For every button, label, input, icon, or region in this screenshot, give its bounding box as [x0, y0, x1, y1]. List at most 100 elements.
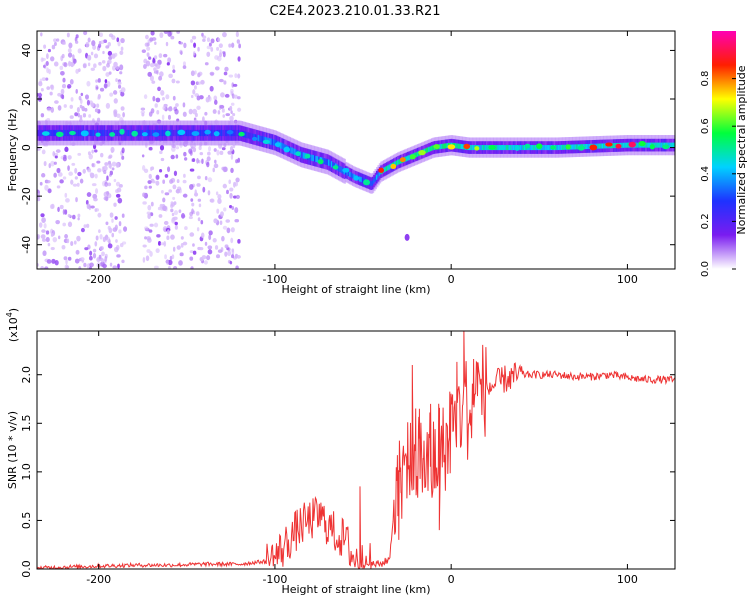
heatmap-hot-spot — [152, 132, 160, 137]
heatmap-noise-cell — [159, 71, 164, 77]
heatmap-hot-spot — [499, 145, 505, 150]
heatmap-noise-cell — [224, 66, 229, 72]
heatmap-ridge-core — [645, 142, 648, 148]
heatmap-ridge-core — [198, 129, 201, 137]
heatmap-noise-cell — [180, 243, 184, 248]
heatmap-noise-cell — [77, 152, 82, 156]
heatmap-noise-cell — [183, 42, 187, 49]
heatmap-ridge-core — [395, 160, 399, 166]
heatmap-noise-cell — [146, 42, 150, 47]
heatmap-noise-cell — [218, 43, 223, 49]
heatmap-noise-cell — [106, 63, 110, 68]
heatmap-noise-cell — [170, 203, 174, 209]
heatmap-ridge-core — [171, 129, 174, 137]
heatmap-noise-cell — [44, 266, 49, 269]
heatmap-noise-cell — [113, 178, 117, 183]
heatmap-noise-cell — [79, 178, 84, 184]
heatmap-noise-cell — [94, 241, 98, 247]
heatmap-ridge-core — [373, 178, 376, 184]
heatmap-noise-cell — [60, 94, 64, 99]
heatmap-x-axis-label: Height of straight line (km) — [281, 283, 430, 296]
heatmap-ridge-core — [313, 155, 317, 162]
heatmap-noise-cell — [148, 229, 153, 233]
heatmap-noise-cell — [176, 179, 180, 184]
heatmap-noise-cell — [233, 94, 238, 99]
heatmap-noise-cell — [117, 84, 122, 89]
heatmap-ridge-core — [648, 142, 651, 148]
heatmap-noise-cell — [225, 219, 230, 223]
heatmap-ridge-core — [137, 129, 141, 137]
heatmap-ridge-core — [315, 155, 318, 163]
heatmap-ridge-core — [408, 155, 411, 161]
heatmap-noise-cell — [114, 216, 118, 220]
heatmap-noise-cell — [111, 167, 115, 171]
heatmap-noise-cell — [168, 189, 173, 193]
heatmap-noise-cell — [190, 266, 194, 269]
heatmap-noise-cell — [109, 212, 114, 218]
heatmap-ridge-core — [249, 132, 252, 139]
heatmap-ridge-core — [51, 129, 55, 137]
heatmap-noise-cell — [212, 167, 215, 173]
heatmap-ridge-core — [495, 145, 499, 151]
heatmap-noise-cell — [72, 214, 76, 220]
heatmap-noise-cell — [91, 40, 96, 47]
heatmap-noise-cell — [217, 37, 221, 42]
heatmap-noise-cell — [182, 241, 188, 246]
heatmap-noise-cell — [83, 31, 88, 36]
heatmap-noise-cell — [191, 158, 196, 163]
heatmap-ridge-core — [612, 143, 616, 149]
heatmap-ridge-core — [160, 129, 163, 137]
heatmap-hot-spot — [615, 143, 622, 149]
heatmap-noise-cell — [196, 227, 200, 232]
heatmap-noise-cell — [168, 73, 173, 79]
heatmap-ridge-core — [209, 129, 213, 137]
heatmap-ridge-core — [78, 129, 81, 137]
heatmap-noise-cell — [49, 91, 53, 96]
heatmap-ridge-core — [600, 143, 603, 149]
heatmap-ridge-core — [584, 144, 588, 150]
heatmap-noise-cell — [146, 249, 151, 253]
heatmap-noise-cell — [207, 190, 211, 196]
heatmap-ridge-core — [672, 142, 675, 148]
heatmap-noise-cell — [224, 251, 228, 257]
heatmap-ridge-core — [505, 145, 509, 151]
heatmap-noise-cell — [80, 227, 85, 233]
heatmap-ridge-core — [37, 129, 41, 137]
heatmap-ridge-core — [563, 144, 566, 150]
heatmap-noise-cell — [115, 193, 121, 198]
heatmap-ridge-core — [301, 151, 304, 159]
heatmap-noise-cell — [180, 236, 184, 240]
heatmap-noise-cell — [230, 167, 234, 174]
heatmap-ridge-core — [125, 129, 128, 137]
heatmap-noise-cell — [192, 146, 197, 153]
heatmap-hot-spot — [628, 141, 636, 148]
heatmap-ridge-core — [352, 173, 355, 179]
heatmap-hot-spot — [119, 128, 125, 135]
heatmap-noise-cell — [37, 234, 40, 240]
heatmap-noise-cell — [41, 77, 46, 82]
heatmap-ridge-core — [542, 145, 545, 151]
heatmap-noise-cell — [227, 150, 233, 155]
heatmap-noise-cell — [143, 58, 148, 64]
colorbar-tick-label: 0.2 — [700, 213, 711, 229]
heatmap-noise-cell — [197, 198, 202, 202]
heatmap-noise-cell — [105, 221, 109, 226]
heatmap-noise-cell — [43, 160, 47, 167]
heatmap-noise-cell — [172, 196, 176, 200]
heatmap-noise-cell — [76, 235, 81, 242]
heatmap-noise-cell — [85, 94, 89, 100]
heatmap-ridge-core — [312, 155, 315, 162]
heatmap-noise-cell — [172, 69, 176, 74]
heatmap-noise-cell — [153, 222, 159, 228]
heatmap-noise-cell — [94, 149, 98, 153]
heatmap-noise-cell — [65, 198, 70, 203]
heatmap-noise-cell — [221, 147, 226, 151]
heatmap-noise-cell — [215, 191, 219, 196]
heatmap-noise-cell — [87, 37, 91, 43]
heatmap-noise-cell — [74, 112, 79, 117]
heatmap-noise-cell — [170, 208, 174, 213]
heatmap-noise-cell — [213, 148, 217, 152]
heatmap-noise-cell — [40, 265, 45, 269]
heatmap-noise-cell — [59, 204, 64, 210]
